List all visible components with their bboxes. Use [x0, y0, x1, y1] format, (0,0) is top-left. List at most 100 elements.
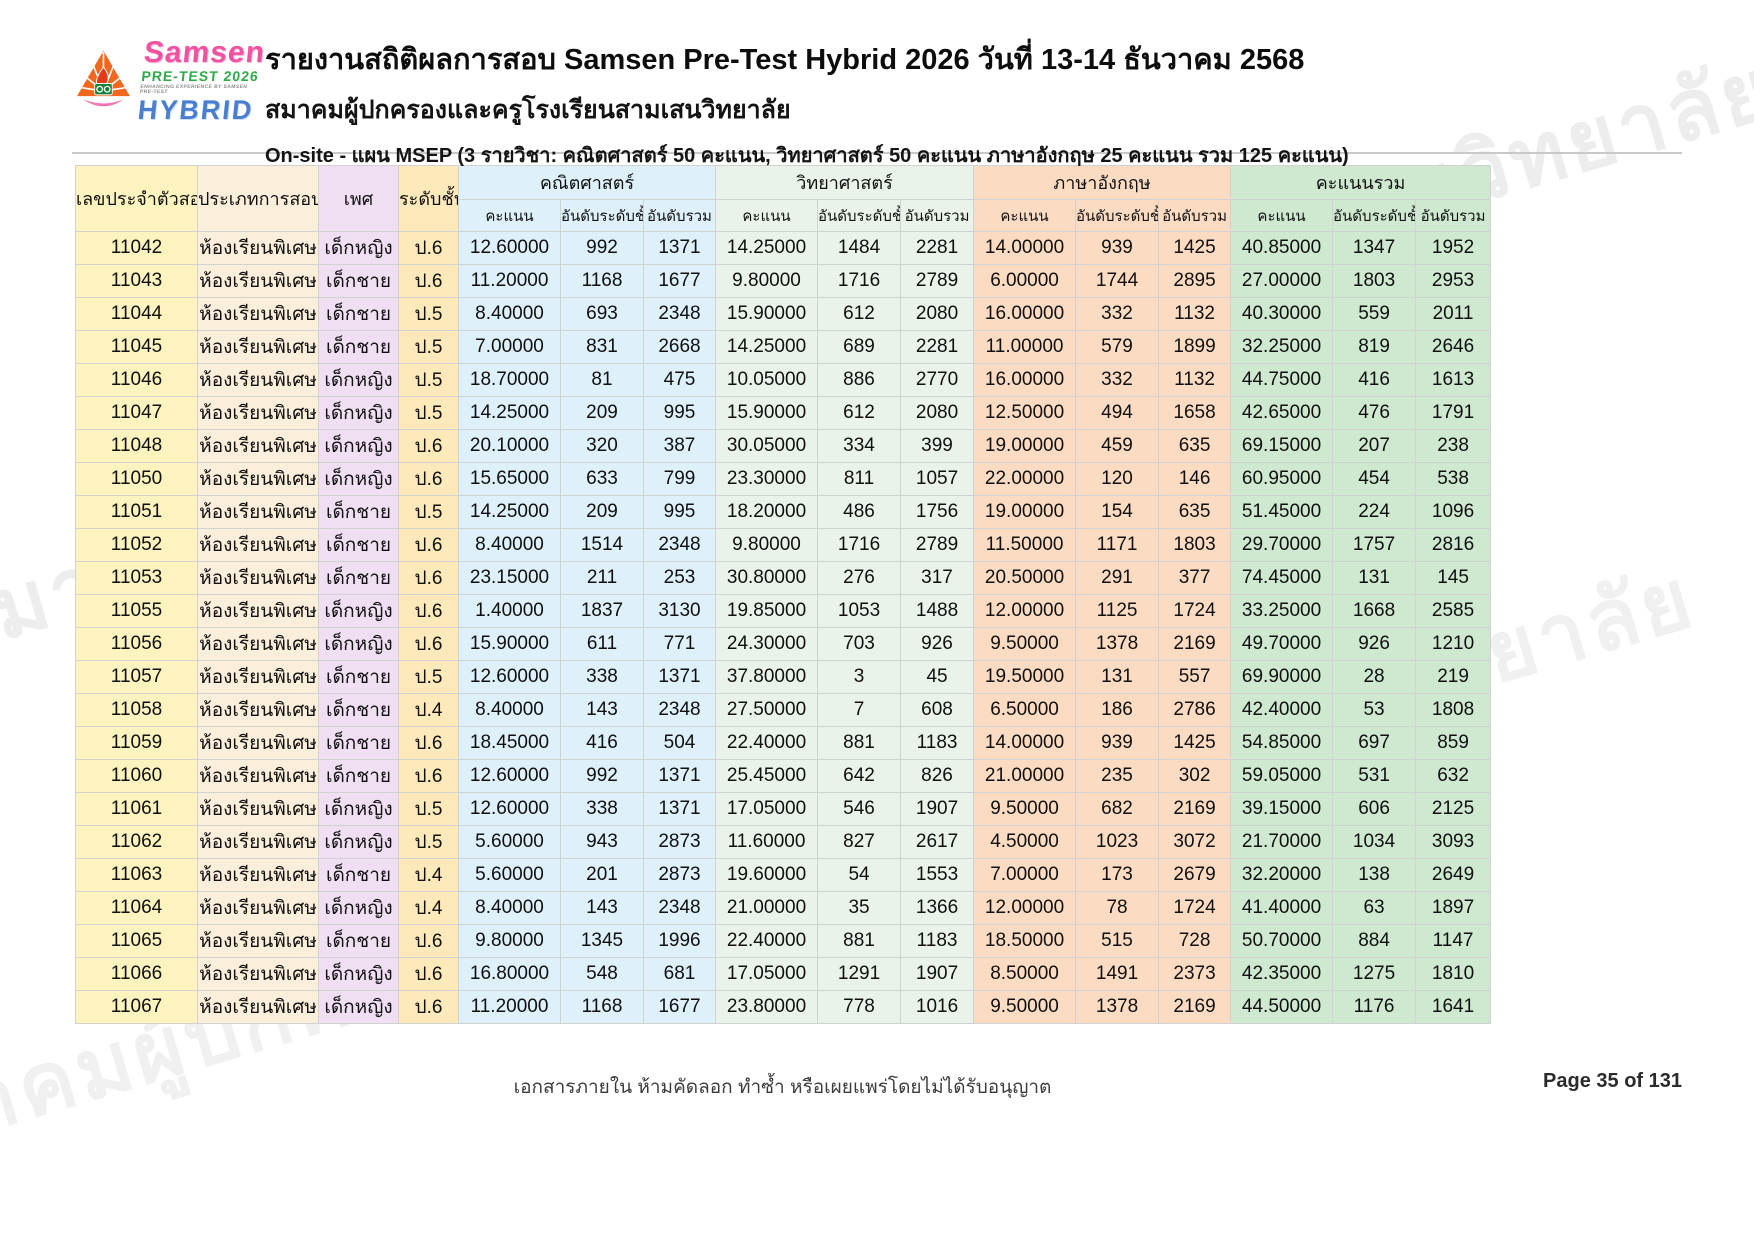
- table-row: 11056 ห้องเรียนพิเศษ เด็กหญิง ป.6 15.90000 61…: [75, 627, 1492, 661]
- sub-header-0-1: อันดับระดับชั้น: [560, 199, 644, 232]
- cell: ป.4: [398, 693, 459, 727]
- cell: 37.80000: [715, 660, 819, 694]
- cell: ป.5: [398, 825, 459, 859]
- cell: เด็กหญิง: [318, 462, 399, 496]
- cell: 399: [900, 429, 975, 463]
- cell: 1744: [1075, 264, 1160, 298]
- cell: 1724: [1158, 594, 1232, 628]
- sub-header-2-0: คะแนน: [973, 199, 1077, 232]
- cell: ห้องเรียนพิเศษ: [197, 759, 319, 793]
- cell: 416: [560, 726, 644, 760]
- table-row: 11044 ห้องเรียนพิเศษ เด็กชาย ป.5 8.40000 693 2…: [75, 297, 1492, 331]
- cell: 81: [560, 363, 644, 397]
- cell: 30.80000: [715, 561, 819, 595]
- cell: 1132: [1158, 363, 1232, 397]
- cell: 632: [1415, 759, 1492, 793]
- cell: ห้องเรียนพิเศษ: [197, 363, 319, 397]
- table-row: 11053 ห้องเรียนพิเศษ เด็กชาย ป.6 23.15000 211…: [75, 561, 1492, 595]
- cell: 63: [1332, 891, 1417, 925]
- cell: 1057: [900, 462, 975, 496]
- cell: 504: [642, 726, 717, 760]
- cell: 11067: [75, 990, 198, 1024]
- cell: 1837: [560, 594, 644, 628]
- cell: 11052: [75, 528, 198, 562]
- cell: 332: [1075, 363, 1160, 397]
- school-crest-icon: [77, 50, 130, 108]
- cell: 881: [817, 726, 902, 760]
- cell: ห้องเรียนพิเศษ: [197, 726, 319, 760]
- cell: 2617: [900, 825, 975, 859]
- header-titles: รายงานสถิติผลการสอบ Samsen Pre-Test Hybr…: [265, 36, 1565, 171]
- plan-line: On-site - แผน MSEP (3 รายวิชา: คณิตศาสตร…: [265, 145, 1349, 167]
- cell: 2646: [1415, 330, 1492, 364]
- table-row: 11063 ห้องเรียนพิเศษ เด็กชาย ป.4 5.60000 201 2…: [75, 858, 1492, 892]
- table-row: 11058 ห้องเรียนพิเศษ เด็กชาย ป.4 8.40000 143 2…: [75, 693, 1492, 727]
- cell: 1425: [1158, 231, 1232, 265]
- cell: 681: [642, 957, 717, 991]
- cell: 633: [560, 462, 644, 496]
- cell: 50.70000: [1230, 924, 1334, 958]
- cell: 11.20000: [458, 990, 561, 1024]
- header-divider: [72, 152, 1682, 154]
- cell: ป.6: [398, 429, 459, 463]
- table-row: 11066 ห้องเรียนพิเศษ เด็กหญิง ป.6 16.80000 54…: [75, 957, 1492, 991]
- cell: 23.30000: [715, 462, 819, 496]
- cell: 69.90000: [1230, 660, 1334, 694]
- cell: ห้องเรียนพิเศษ: [197, 528, 319, 562]
- cell: 69.15000: [1230, 429, 1334, 463]
- cell: 1791: [1415, 396, 1492, 430]
- table-row: 11059 ห้องเรียนพิเศษ เด็กชาย ป.6 18.45000 416…: [75, 726, 1492, 760]
- cell: 338: [560, 660, 644, 694]
- cell: 291: [1075, 561, 1160, 595]
- cell: ห้องเรียนพิเศษ: [197, 792, 319, 826]
- cell: ห้องเรียนพิเศษ: [197, 660, 319, 694]
- cell: 1641: [1415, 990, 1492, 1024]
- cell: ป.5: [398, 363, 459, 397]
- cell: 131: [1332, 561, 1417, 595]
- cell: ป.5: [398, 792, 459, 826]
- cell: 515: [1075, 924, 1160, 958]
- cell: 9.80000: [715, 264, 819, 298]
- cell: 697: [1332, 726, 1417, 760]
- cell: 1378: [1075, 627, 1160, 661]
- cell: ห้องเรียนพิเศษ: [197, 924, 319, 958]
- cell: 12.50000: [973, 396, 1077, 430]
- cell: 9.80000: [715, 528, 819, 562]
- cell: 612: [817, 297, 902, 331]
- cell: ป.6: [398, 990, 459, 1024]
- cell: ห้องเรียนพิเศษ: [197, 693, 319, 727]
- cell: 186: [1075, 693, 1160, 727]
- cell: 2080: [900, 396, 975, 430]
- cell: ป.5: [398, 297, 459, 331]
- cell: 1345: [560, 924, 644, 958]
- cell: เด็กชาย: [318, 693, 399, 727]
- cell: 21.70000: [1230, 825, 1334, 859]
- cell: 1514: [560, 528, 644, 562]
- cell: เด็กหญิง: [318, 363, 399, 397]
- cell: 54.85000: [1230, 726, 1334, 760]
- cell: 642: [817, 759, 902, 793]
- cell: เด็กหญิง: [318, 792, 399, 826]
- cell: 1996: [642, 924, 717, 958]
- cell: ห้องเรียนพิเศษ: [197, 330, 319, 364]
- cell: 11044: [75, 297, 198, 331]
- cell: ห้องเรียนพิเศษ: [197, 957, 319, 991]
- cell: 579: [1075, 330, 1160, 364]
- cell: 22.40000: [715, 726, 819, 760]
- cell: 416: [1332, 363, 1417, 397]
- cell: 689: [817, 330, 902, 364]
- table-row: 11047 ห้องเรียนพิเศษ เด็กหญิง ป.5 14.25000 20…: [75, 396, 1492, 430]
- cell: 54: [817, 858, 902, 892]
- cell: 2873: [642, 825, 717, 859]
- cell: 11064: [75, 891, 198, 925]
- cell: 1210: [1415, 627, 1492, 661]
- cell: 1132: [1158, 297, 1232, 331]
- cell: 211: [560, 561, 644, 595]
- cell: 11.50000: [973, 528, 1077, 562]
- sub-header-0-0: คะแนน: [458, 199, 561, 232]
- cell: 2770: [900, 363, 975, 397]
- cell: 548: [560, 957, 644, 991]
- cell: 11046: [75, 363, 198, 397]
- cell: เด็กหญิง: [318, 396, 399, 430]
- cell: 209: [560, 495, 644, 529]
